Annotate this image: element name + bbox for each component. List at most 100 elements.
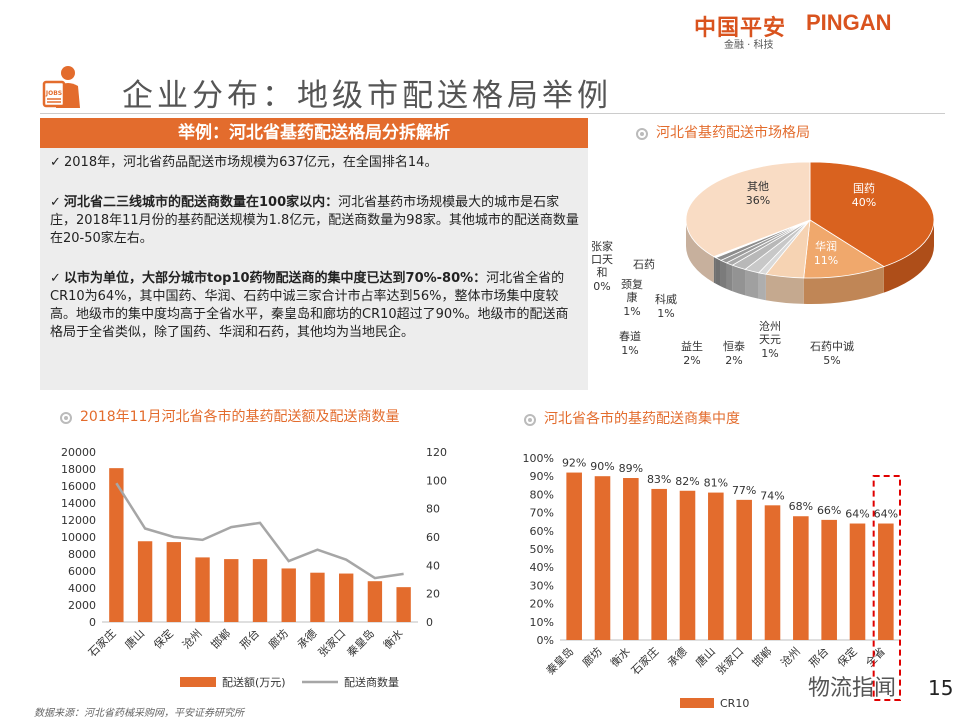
bar-value-label: 83% [647, 473, 671, 486]
x-tick-label: 廊坊 [265, 626, 290, 651]
pie-label: 颈复康 1% [621, 277, 643, 318]
pie-slice-side [883, 220, 934, 293]
bar [708, 492, 724, 640]
jobs-icon-label: JOBS [45, 90, 62, 97]
y-left-tick-label: 20000 [61, 446, 96, 459]
pie-slice [809, 161, 935, 268]
pie-label: 春道 1% [619, 329, 641, 357]
legend-swatch-bar [180, 677, 216, 687]
bar-value-label: 77% [732, 484, 756, 497]
pie-value-label: 1% [623, 305, 640, 318]
bar-value-label: 64% [874, 508, 898, 521]
analysis-panel [40, 118, 588, 390]
pie-label-line: 益生 [681, 339, 703, 353]
pie-slice-side [732, 265, 746, 296]
bar-value-label: 90% [590, 460, 614, 473]
analysis-point-3-text: 河北省全省的CR10为64%，其中国药、华润、石药中诚三家合计市占率达到56%，… [50, 271, 569, 340]
x-tick-label: 石家庄 [85, 626, 118, 659]
y-right-tick-label: 120 [426, 446, 447, 459]
bar-value-label: 64% [845, 508, 869, 521]
analysis-point-2-text: 河北省基药市场规模最大的城市是石家庄，2018年11月份的基药配送规模为1.8亿… [50, 195, 579, 246]
y-left-tick-label: 2000 [68, 599, 96, 612]
y-right-tick-label: 40 [426, 559, 440, 572]
analysis-panel-header: 举例：河北省基药配送格局分拆解析 [40, 118, 588, 148]
line-series [115, 482, 404, 580]
y-left-tick-label: 18000 [61, 463, 96, 476]
x-tick-label: 衡水 [381, 627, 406, 652]
section-bullet-icon [524, 414, 536, 426]
pie-label: 华润 11% [814, 239, 838, 267]
bar [109, 468, 124, 622]
pie-slice-side [714, 257, 716, 284]
pie-value-label: 2% [683, 354, 700, 367]
pie-label-line: 沧州 [759, 319, 781, 333]
pie-value-label: 0% [593, 280, 610, 293]
legend-label-line: 配送商数量 [344, 675, 399, 689]
y-tick-label: 10% [530, 616, 554, 629]
bar [821, 519, 837, 640]
y-left-tick-label: 6000 [68, 565, 96, 578]
title-divider [40, 113, 945, 114]
x-tick-label: 秦皇岛 [543, 644, 576, 677]
bar-value-label: 68% [789, 500, 813, 513]
check-icon: ✓ [50, 155, 61, 170]
y-tick-label: 70% [530, 507, 554, 520]
pie-label: 恒泰 2% [723, 339, 745, 367]
x-tick-label: 保定 [150, 626, 175, 651]
pie-slice-side [713, 256, 715, 284]
x-tick-label: 沧州 [179, 626, 204, 651]
bar [166, 542, 181, 622]
bar [764, 505, 781, 640]
bar [679, 490, 696, 640]
bar-chart-1-title: 2018年11月河北省各市的基药配送额及配送商数量 [60, 406, 399, 426]
pie-slice-side [745, 269, 759, 299]
bar [310, 572, 325, 622]
bar [878, 523, 894, 640]
pie-label-line: 科威 [655, 292, 677, 306]
y-tick-label: 100% [523, 452, 554, 465]
pie-label-line: 春道 [619, 329, 641, 343]
jobs-person-icon: JOBS [42, 66, 80, 108]
pie-label: 石药 [633, 258, 655, 271]
pie-slice-side [765, 274, 804, 304]
pie-label-line: 天元 [759, 333, 781, 346]
bar-value-label: 82% [675, 475, 699, 488]
pie-label: 益生 2% [681, 339, 703, 367]
pie-slice [803, 219, 885, 279]
x-tick-label: 邢台 [806, 644, 831, 669]
legend-label: CR10 [720, 697, 749, 710]
analysis-point-1-text: 2018年，河北省药品配送市场规模为637亿元，在全国排名14。 [64, 155, 438, 170]
highlight-box [872, 475, 901, 701]
bar [252, 559, 268, 622]
page-number: 15 [928, 676, 954, 700]
bar-value-label: 66% [817, 504, 841, 517]
pie-label: 张家口天和 0% [591, 239, 613, 293]
pie-value-label: 1% [761, 347, 778, 360]
pie-label-line: 石药中诚 [810, 340, 854, 353]
pie-chart-title: 河北省基药配送市场格局 [636, 122, 810, 142]
y-tick-label: 90% [530, 470, 554, 483]
analysis-point-1: ✓ 2018年，河北省药品配送市场规模为637亿元，在全国排名14。 [50, 154, 580, 172]
bar [195, 557, 210, 622]
delivery-amount-combo-chart: 0 2000 4000 6000 8000 10000 12000 14000 16000 180… [61, 446, 447, 689]
pie-slice-side [803, 266, 884, 304]
x-tick-label: 保定 [834, 644, 859, 669]
pie-value-label: 5% [823, 354, 840, 367]
bar [849, 523, 866, 640]
watermark: 物流指闻 [808, 676, 897, 701]
pie-label-line: 恒泰 [723, 339, 745, 353]
bar [224, 559, 239, 622]
x-tick-label: 邯郸 [749, 644, 774, 669]
pie-label-line: 国药 [853, 182, 875, 195]
pie-label-line: 口天 [591, 253, 613, 266]
pie-slice-side [758, 272, 766, 301]
pie-slice [685, 161, 811, 258]
pie-label: 国药 40% [852, 182, 876, 209]
pie-label-line: 其他 [747, 180, 769, 193]
bar-value-label: 92% [562, 457, 586, 470]
page-title: 企业分布：地级市配送格局举例 [122, 78, 612, 114]
bar [339, 573, 354, 622]
y-left-tick-label: 8000 [68, 548, 96, 561]
pie-slice-side [686, 220, 714, 283]
y-tick-label: 80% [530, 488, 554, 501]
